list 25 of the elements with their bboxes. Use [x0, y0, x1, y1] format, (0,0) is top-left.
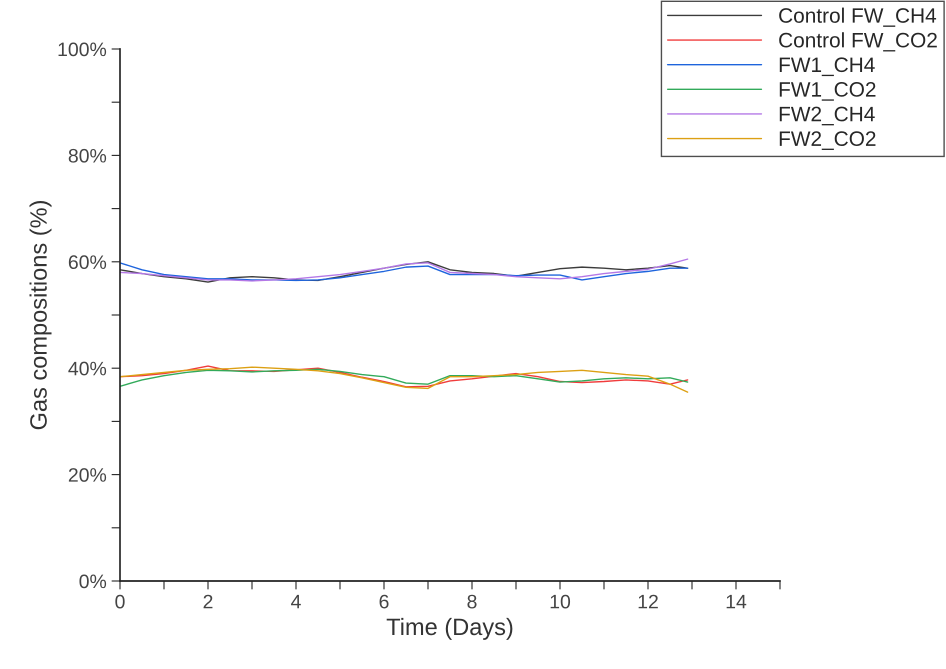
y-axis-title: Gas compositions (%) — [30, 200, 52, 430]
x-tick-label: 0 — [115, 594, 125, 608]
x-tick-label: 12 — [638, 594, 658, 608]
y-tick-label: 60% — [68, 255, 106, 270]
y-tick-label: 80% — [68, 148, 106, 163]
line-series — [120, 366, 688, 393]
y-tick-label: 0% — [79, 574, 106, 588]
legend-label: FW1_CH4 — [780, 57, 875, 76]
x-tick-label: 8 — [467, 594, 477, 608]
y-tick-label: 20% — [68, 468, 106, 482]
x-tick-label: 10 — [550, 594, 570, 608]
x-tick-label: 4 — [291, 594, 301, 608]
y-tick-label: 100% — [58, 42, 106, 56]
legend-label: Control FW_CO2 — [779, 32, 937, 52]
y-tick-label: 40% — [68, 362, 106, 376]
line-series — [120, 365, 688, 388]
x-axis-title: Time (Days) — [386, 618, 512, 640]
legend-label: FW2_CH4 — [780, 106, 875, 126]
x-tick-label: 14 — [726, 594, 746, 608]
legend-label: FW2_CO2 — [780, 131, 876, 150]
legend-label: Control FW_CH4 — [779, 8, 936, 27]
x-tick-label: 2 — [204, 594, 212, 608]
x-tick-label: 6 — [380, 594, 389, 608]
legend-label: FW1_CO2 — [780, 82, 876, 101]
line-series — [120, 368, 688, 387]
